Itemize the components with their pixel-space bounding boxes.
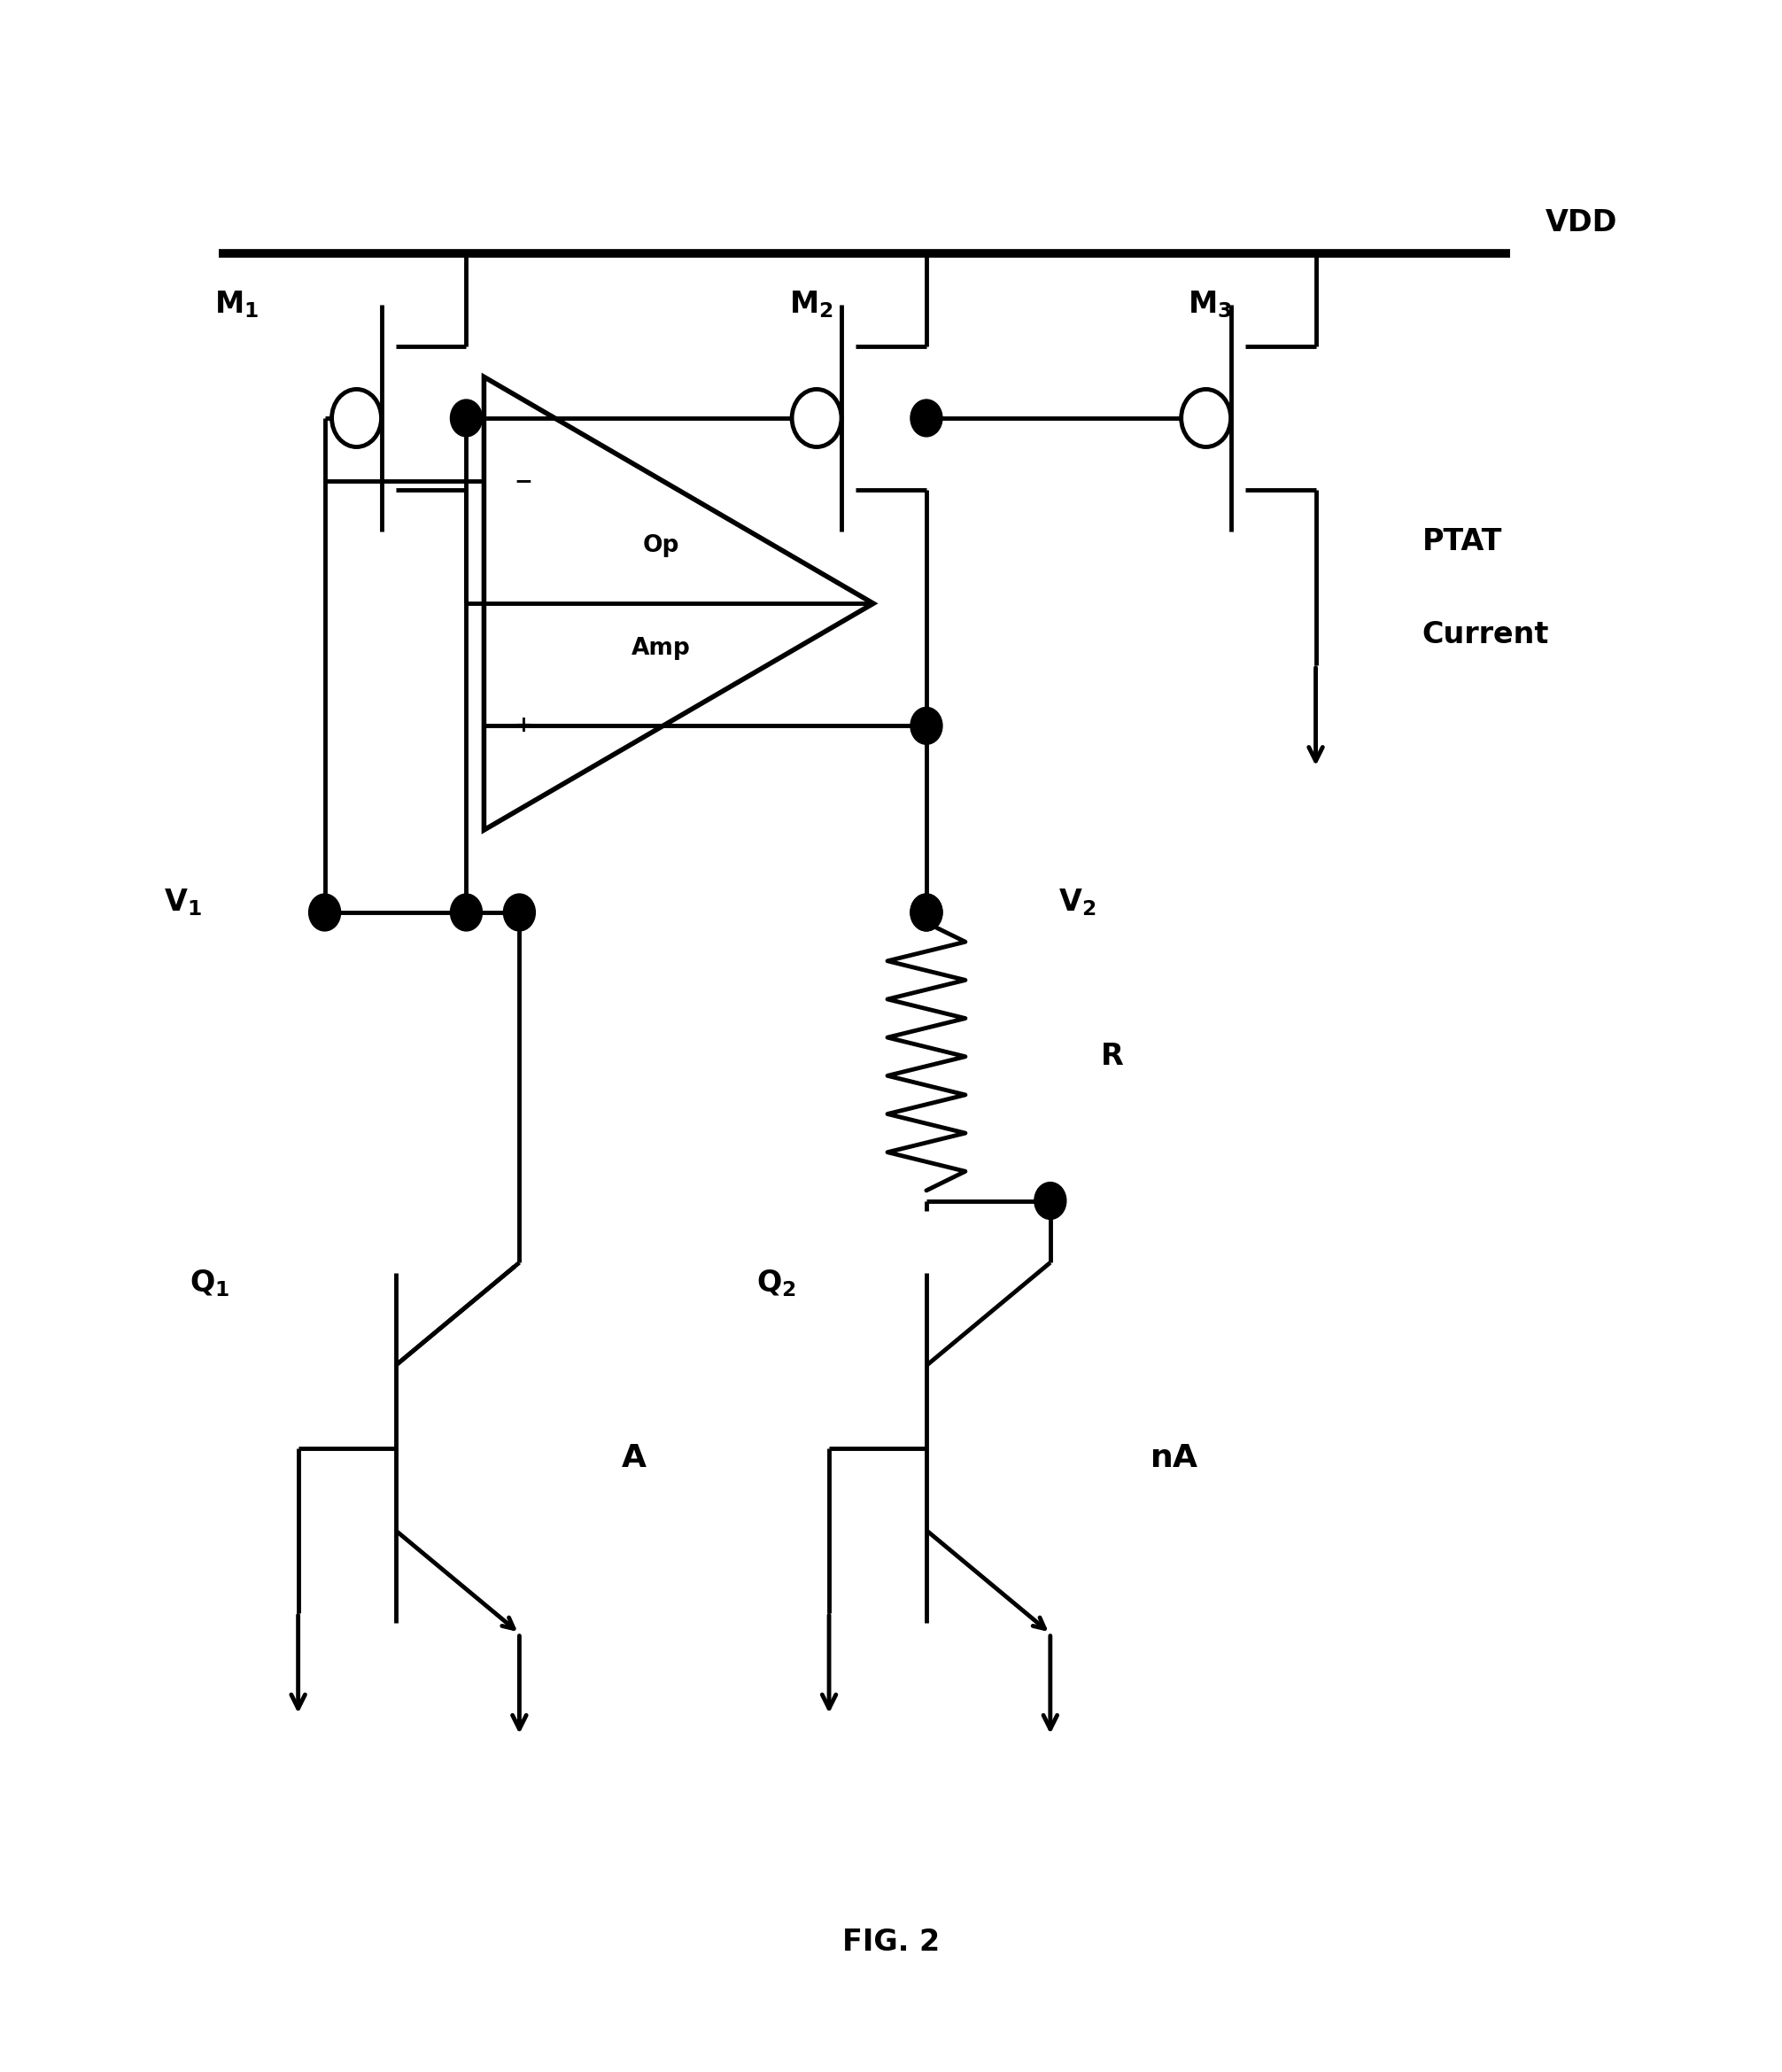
Text: $\mathbf{R}$: $\mathbf{R}$ [1099,1042,1124,1071]
Text: PTAT: PTAT [1422,526,1502,555]
Text: $\mathbf{M_3}$: $\mathbf{M_3}$ [1187,290,1231,321]
Text: FIG. 2: FIG. 2 [843,1927,939,1956]
Text: $\mathbf{M_1}$: $\mathbf{M_1}$ [214,290,258,321]
Text: Amp: Amp [631,638,690,661]
Text: $\mathbf{A}$: $\mathbf{A}$ [622,1444,647,1473]
Text: $\mathbf{nA}$: $\mathbf{nA}$ [1149,1444,1199,1473]
Text: −: − [513,470,533,491]
Circle shape [504,893,535,930]
Text: Op: Op [643,535,679,557]
Circle shape [911,400,943,437]
Circle shape [308,893,340,930]
Circle shape [451,893,483,930]
Text: $\mathbf{Q_1}$: $\mathbf{Q_1}$ [189,1268,230,1299]
Text: Current: Current [1422,620,1549,649]
Circle shape [911,707,943,744]
Text: $\mathbf{M_2}$: $\mathbf{M_2}$ [789,290,834,321]
Circle shape [911,893,943,930]
Text: $\mathbf{Q_2}$: $\mathbf{Q_2}$ [756,1268,797,1299]
Text: VDD: VDD [1545,207,1618,236]
Circle shape [451,400,483,437]
Circle shape [1034,1183,1066,1218]
Circle shape [911,893,943,930]
Text: +: + [513,715,533,736]
Text: $\mathbf{V_2}$: $\mathbf{V_2}$ [1059,887,1096,918]
Text: $\mathbf{V_1}$: $\mathbf{V_1}$ [164,887,201,918]
